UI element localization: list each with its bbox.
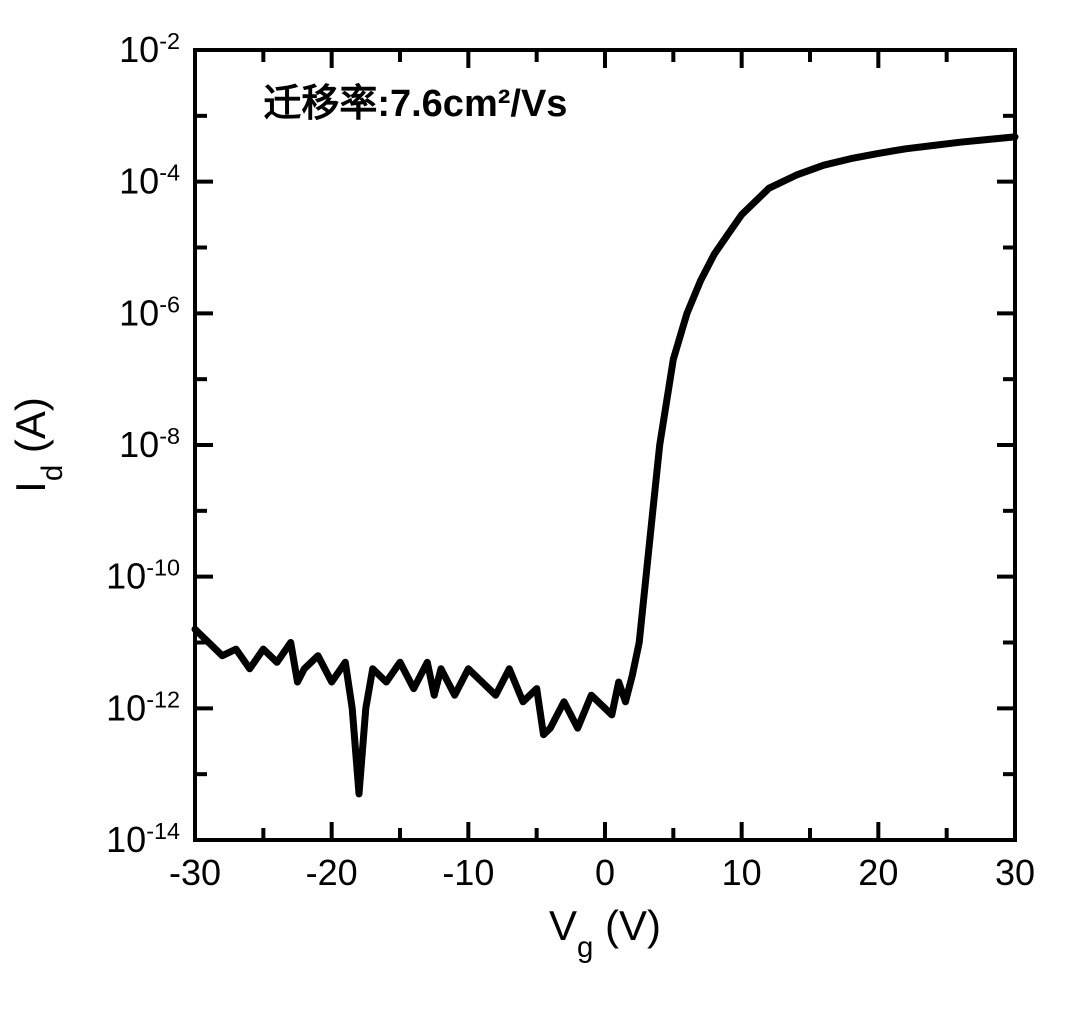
svg-text:10-4: 10-4	[119, 160, 180, 202]
svg-text:10-6: 10-6	[119, 291, 180, 333]
svg-text:10-2: 10-2	[119, 28, 180, 70]
svg-text:10-10: 10-10	[106, 555, 180, 597]
svg-text:10: 10	[722, 852, 762, 893]
svg-text:-10: -10	[442, 852, 494, 893]
svg-text:-20: -20	[306, 852, 358, 893]
svg-text:10-8: 10-8	[119, 423, 180, 465]
svg-text:0: 0	[595, 852, 615, 893]
id-vg-chart: -30-20-10010203010-1410-1210-1010-810-61…	[0, 0, 1085, 1016]
svg-text:10-12: 10-12	[106, 686, 180, 728]
svg-text:-30: -30	[169, 852, 221, 893]
annotation-mobility: 迁移率:7.6cm²/Vs	[263, 83, 567, 125]
svg-text:20: 20	[858, 852, 898, 893]
svg-text:Vg (V): Vg (V)	[549, 902, 661, 964]
svg-text:30: 30	[995, 852, 1035, 893]
chart-container: -30-20-10010203010-1410-1210-1010-810-61…	[0, 0, 1085, 1016]
svg-text:Id (A): Id (A)	[7, 397, 69, 493]
